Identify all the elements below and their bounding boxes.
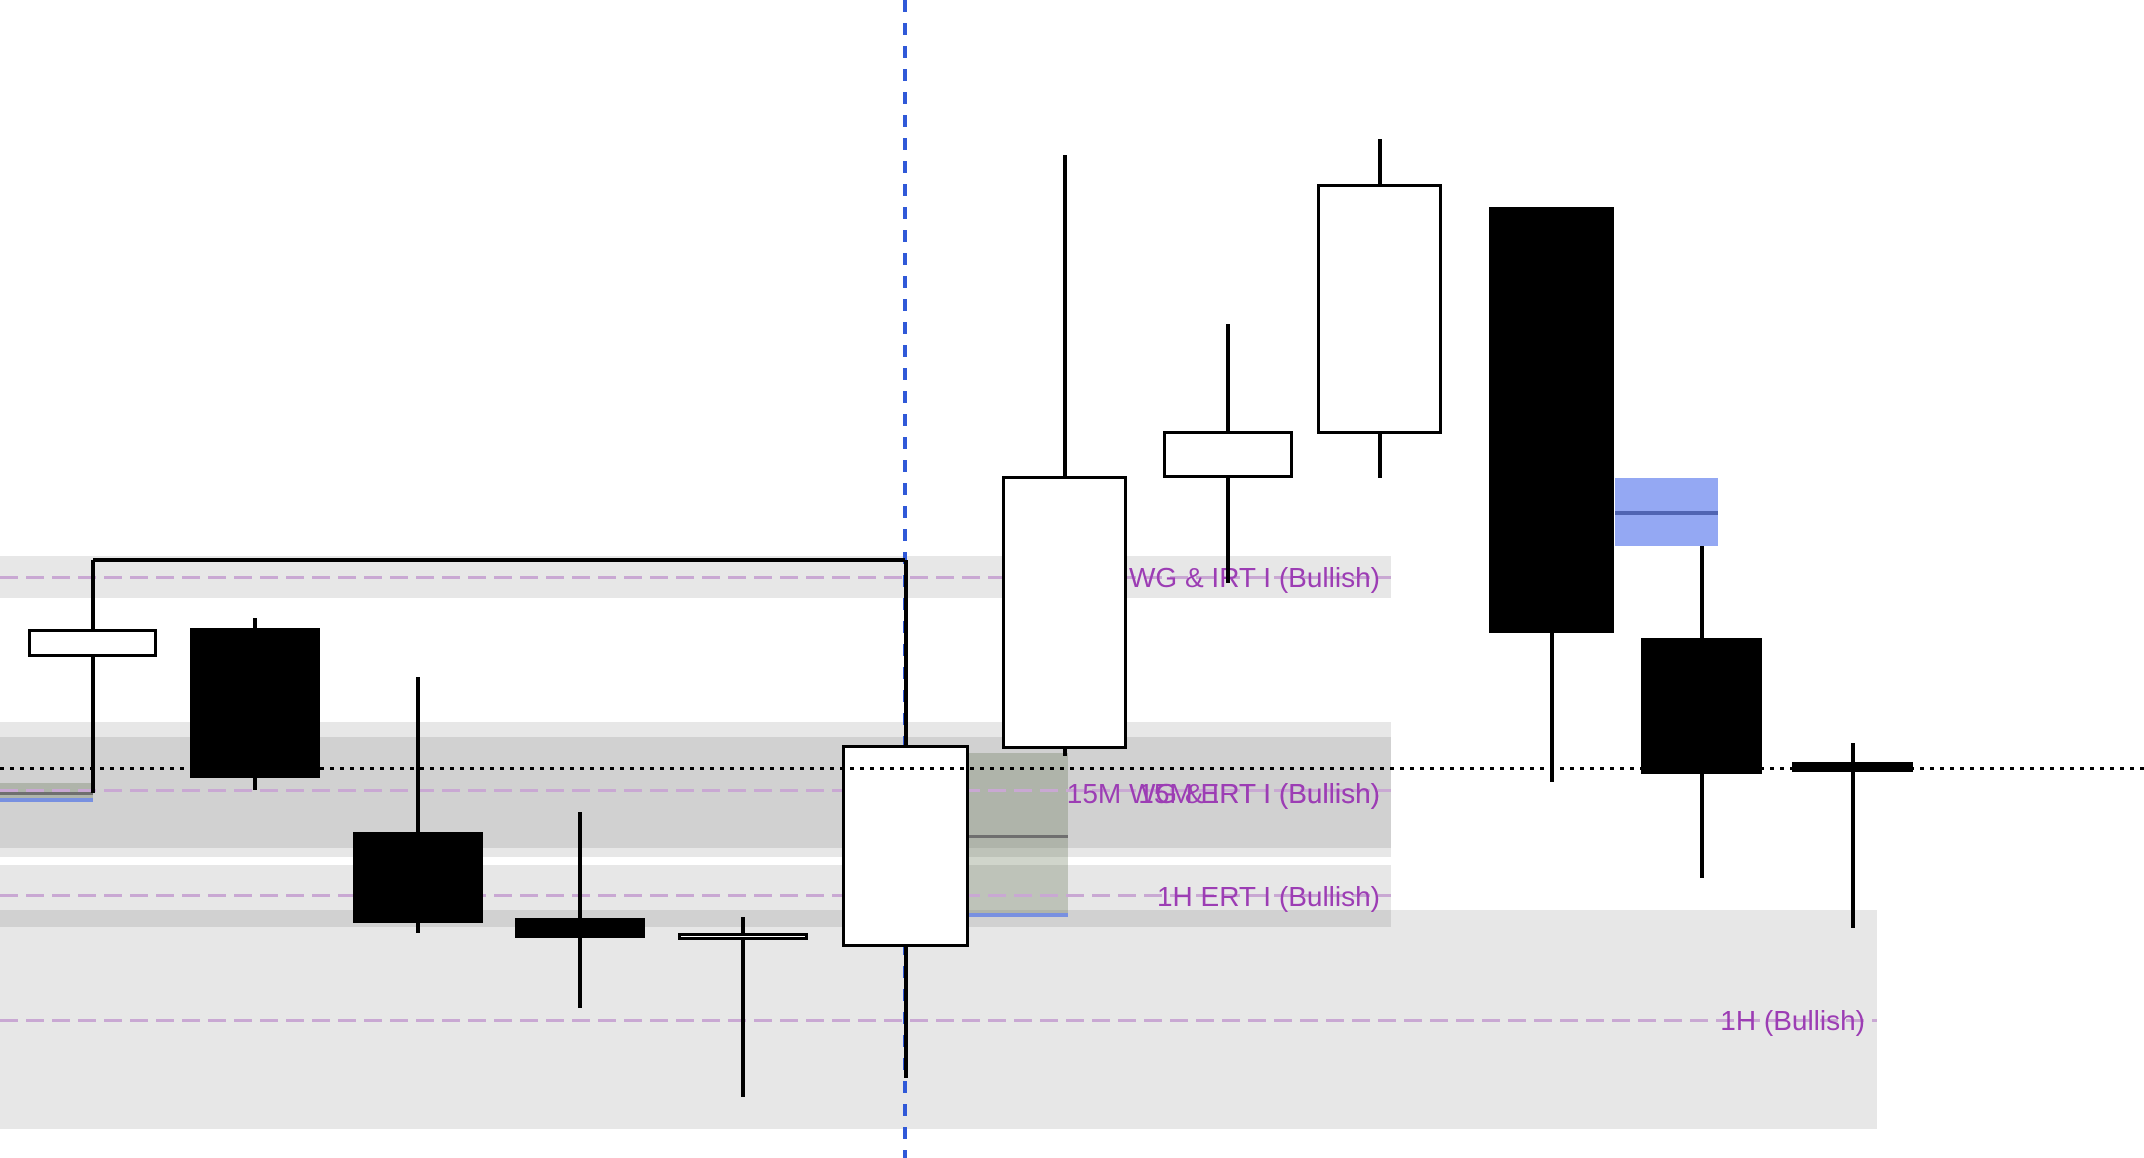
liquidity-ray-line[interactable]: [93, 558, 905, 562]
zone-level-dashed-line[interactable]: [0, 789, 1391, 792]
zone-level-dashed-line[interactable]: [0, 1019, 1877, 1022]
candle-body-bull: [1163, 431, 1293, 478]
order-block-box[interactable]: [1615, 478, 1718, 546]
candle-body-bull: [678, 933, 808, 940]
candle-wick: [578, 812, 582, 1008]
gap-box[interactable]: [0, 783, 93, 802]
candle-body-bull: [842, 745, 969, 947]
candle-wick: [1063, 155, 1067, 756]
price-dotted-line[interactable]: [0, 767, 2144, 770]
zone-label[interactable]: 1H (Bullish): [1720, 1005, 1865, 1036]
zone-label[interactable]: WG & IRT I (Bullish): [1128, 562, 1380, 593]
candle-body-bull: [1002, 476, 1127, 749]
candle-body-bear: [190, 628, 320, 778]
candle-wick: [1851, 743, 1855, 928]
candle-body-bull: [1317, 184, 1442, 434]
gap-box[interactable]: [969, 753, 1068, 917]
candle-body-bull: [28, 629, 157, 657]
zone-label[interactable]: 1H ERT I (Bullish): [1156, 881, 1380, 912]
zone-label[interactable]: 15M WG & IRT I (Bullish): [1066, 778, 1380, 809]
candle-wick: [91, 560, 95, 793]
zone-level-dashed-line[interactable]: [0, 576, 1391, 579]
gap-box-median-line: [0, 792, 93, 795]
candle-body-bear: [353, 832, 483, 923]
zone-label[interactable]: 15M ERT I (Bullish): [1138, 778, 1380, 809]
candle-body-bear: [1641, 638, 1762, 774]
candle-wick: [741, 917, 745, 1097]
candle-body-bear: [515, 918, 645, 938]
gap-box-median-line: [969, 835, 1068, 838]
candle-body-bear: [1489, 207, 1614, 633]
order-block-median-line: [1615, 511, 1718, 515]
candle-wick: [416, 677, 420, 933]
zone-level-dashed-line[interactable]: [0, 894, 1391, 897]
